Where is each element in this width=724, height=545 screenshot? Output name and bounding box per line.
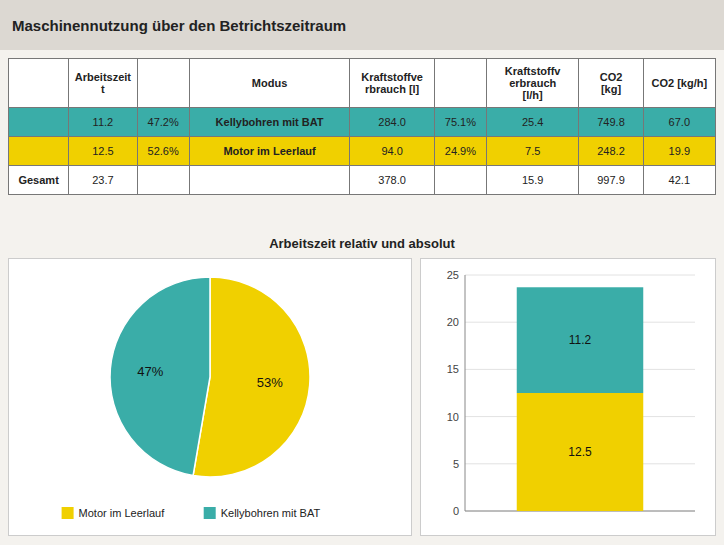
table-cell: 749.8 — [579, 108, 643, 137]
legend-label: Motor im Leerlauf — [79, 507, 166, 519]
table-cell: 52.6% — [137, 137, 189, 166]
table-cell: 75.1% — [434, 108, 486, 137]
table-cell: Kellybohren mit BAT — [189, 108, 350, 137]
header-cell — [137, 59, 189, 108]
title: Maschinennutzung über den Betrichtszeitr… — [12, 17, 346, 34]
pie-panel: 53% 47% Motor im Leerlauf Kellybohren mit B… — [8, 258, 412, 536]
data-label: 12.5 — [568, 445, 592, 459]
table-cell — [9, 137, 69, 166]
subtitle: Arbeitszeit relativ und absolut — [0, 236, 724, 251]
table-cell: 19.9 — [643, 137, 715, 166]
table-cell: 248.2 — [579, 137, 643, 166]
table-cell: 284.0 — [350, 108, 434, 137]
table-row: 11.247.2%Kellybohren mit BAT284.075.1%25… — [9, 108, 716, 137]
table-cell — [137, 166, 189, 195]
legend-swatch — [204, 507, 216, 519]
slices — [110, 277, 310, 477]
legend-label: Kellybohren mit BAT — [221, 507, 321, 519]
table-cell: Gesamt — [9, 166, 69, 195]
table-cell: 24.9% — [434, 137, 486, 166]
table-cell: 12.5 — [69, 137, 137, 166]
header-cell: Arbeitszeit t — [69, 59, 137, 108]
table-cell: 15.9 — [486, 166, 578, 195]
table-area: Arbeitszeit t ModusKraftstoffve rbrauch [… — [8, 58, 716, 195]
table-row: Gesamt23.7 378.0 15.9997.942.1 — [9, 166, 716, 195]
tick-label: 10 — [447, 411, 459, 423]
table-cell: 25.4 — [486, 108, 578, 137]
data-label: 11.2 — [569, 333, 592, 347]
tick-label: 0 — [453, 505, 459, 517]
table-cell: 42.1 — [643, 166, 715, 195]
table-cell — [434, 166, 486, 195]
bar-labels: 12.5 11.2 — [568, 333, 592, 459]
header-cell — [434, 59, 486, 108]
grid-line — [465, 275, 695, 276]
header-cell: Modus — [189, 59, 350, 108]
bar-segment — [517, 393, 644, 511]
header-cell: CO2 [kg/h] — [643, 59, 715, 108]
bar-chart: 0 5 10 15 20 25 12.5 11.2 — [421, 259, 715, 535]
bar-segment — [517, 287, 644, 393]
pie-label: 47% — [137, 364, 163, 379]
pie-slice — [110, 277, 210, 476]
table-cell — [189, 166, 350, 195]
tick-label: 25 — [447, 269, 459, 281]
y-axis: 0 5 10 15 20 25 — [447, 269, 695, 517]
table-cell: Motor im Leerlauf — [189, 137, 350, 166]
header-row: Arbeitszeit t ModusKraftstoffve rbrauch [… — [9, 59, 716, 108]
header-cell: CO2 [kg] — [579, 59, 643, 108]
table-cell: 7.5 — [486, 137, 578, 166]
table-row: 12.552.6%Motor im Leerlauf94.024.9%7.524… — [9, 137, 716, 166]
pie-label: 53% — [257, 375, 283, 390]
table-cell: 94.0 — [350, 137, 434, 166]
header-cell — [9, 59, 69, 108]
table-cell: 11.2 — [69, 108, 137, 137]
header-cell: Kraftstoffve rbrauch [l] — [350, 59, 434, 108]
table-cell: 378.0 — [350, 166, 434, 195]
bar-panel: 0 5 10 15 20 25 12.5 11.2 — [420, 258, 716, 536]
tick-label: 5 — [453, 458, 459, 470]
header-cell: Kraftstoffv erbrauch [l/h] — [486, 59, 578, 108]
tick-label: 15 — [447, 363, 459, 375]
legend-swatch — [62, 507, 74, 519]
chart-subtitle: Arbeitszeit relativ und absolut — [269, 236, 455, 251]
title-bar: Maschinennutzung über den Betrichtszeitr… — [0, 0, 724, 50]
axis-line — [465, 275, 466, 511]
data-table: Arbeitszeit t ModusKraftstoffve rbrauch [… — [8, 58, 716, 195]
table-cell: 23.7 — [69, 166, 137, 195]
table-cell: 47.2% — [137, 108, 189, 137]
bars — [517, 287, 644, 511]
legend: Motor im Leerlauf Kellybohren mit BAT — [62, 507, 321, 519]
table-cell: 67.0 — [643, 108, 715, 137]
pie-chart: 53% 47% Motor im Leerlauf Kellybohren mit B… — [9, 259, 411, 535]
table-cell: 997.9 — [579, 166, 643, 195]
table-cell — [9, 108, 69, 137]
tick-label: 20 — [447, 316, 459, 328]
